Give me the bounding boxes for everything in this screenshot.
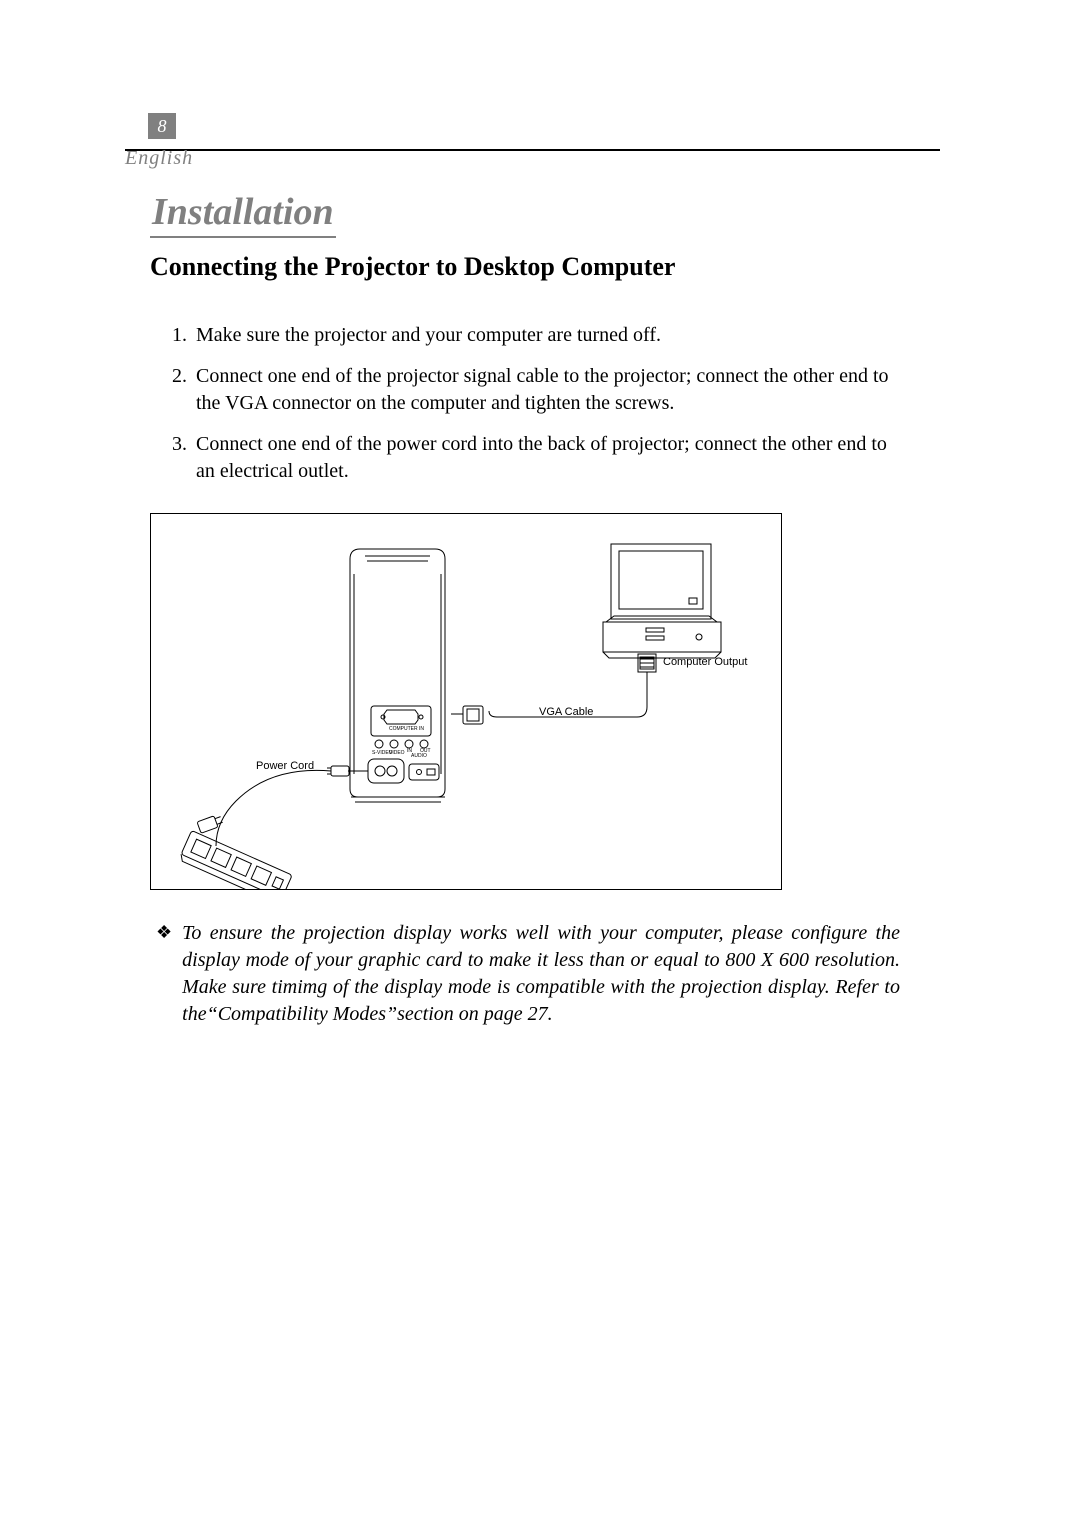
header-rule [125, 149, 940, 151]
panel-text-video: VIDEO [389, 750, 405, 756]
connection-diagram: COMPUTER IN S-VIDEO VIDEO IN OUT AUDIO P… [150, 513, 782, 890]
steps-list: Make sure the projector and your compute… [150, 322, 910, 485]
note-bullet-icon: ❖ [156, 922, 172, 944]
step-item: Connect one end of the power cord into t… [192, 431, 910, 485]
section-title: Connecting the Projector to Desktop Comp… [150, 252, 910, 282]
note-text: To ensure the projection display works w… [182, 920, 900, 1028]
page-number-tab: 8 [148, 113, 176, 139]
note-row: ❖ To ensure the projection display works… [150, 920, 910, 1028]
label-vga-cable: VGA Cable [539, 706, 593, 718]
label-computer-output: Computer Output [663, 656, 747, 668]
step-item: Make sure the projector and your compute… [192, 322, 910, 349]
step-item: Connect one end of the projector signal … [192, 363, 910, 417]
language-label: English [125, 147, 193, 170]
diagram-svg: COMPUTER IN S-VIDEO VIDEO IN OUT AUDIO [151, 514, 781, 889]
chapter-title: Installation [150, 190, 336, 238]
panel-text-computer-in: COMPUTER IN [389, 726, 424, 732]
label-power-cord: Power Cord [256, 760, 314, 772]
panel-text-audio: AUDIO [411, 753, 427, 759]
